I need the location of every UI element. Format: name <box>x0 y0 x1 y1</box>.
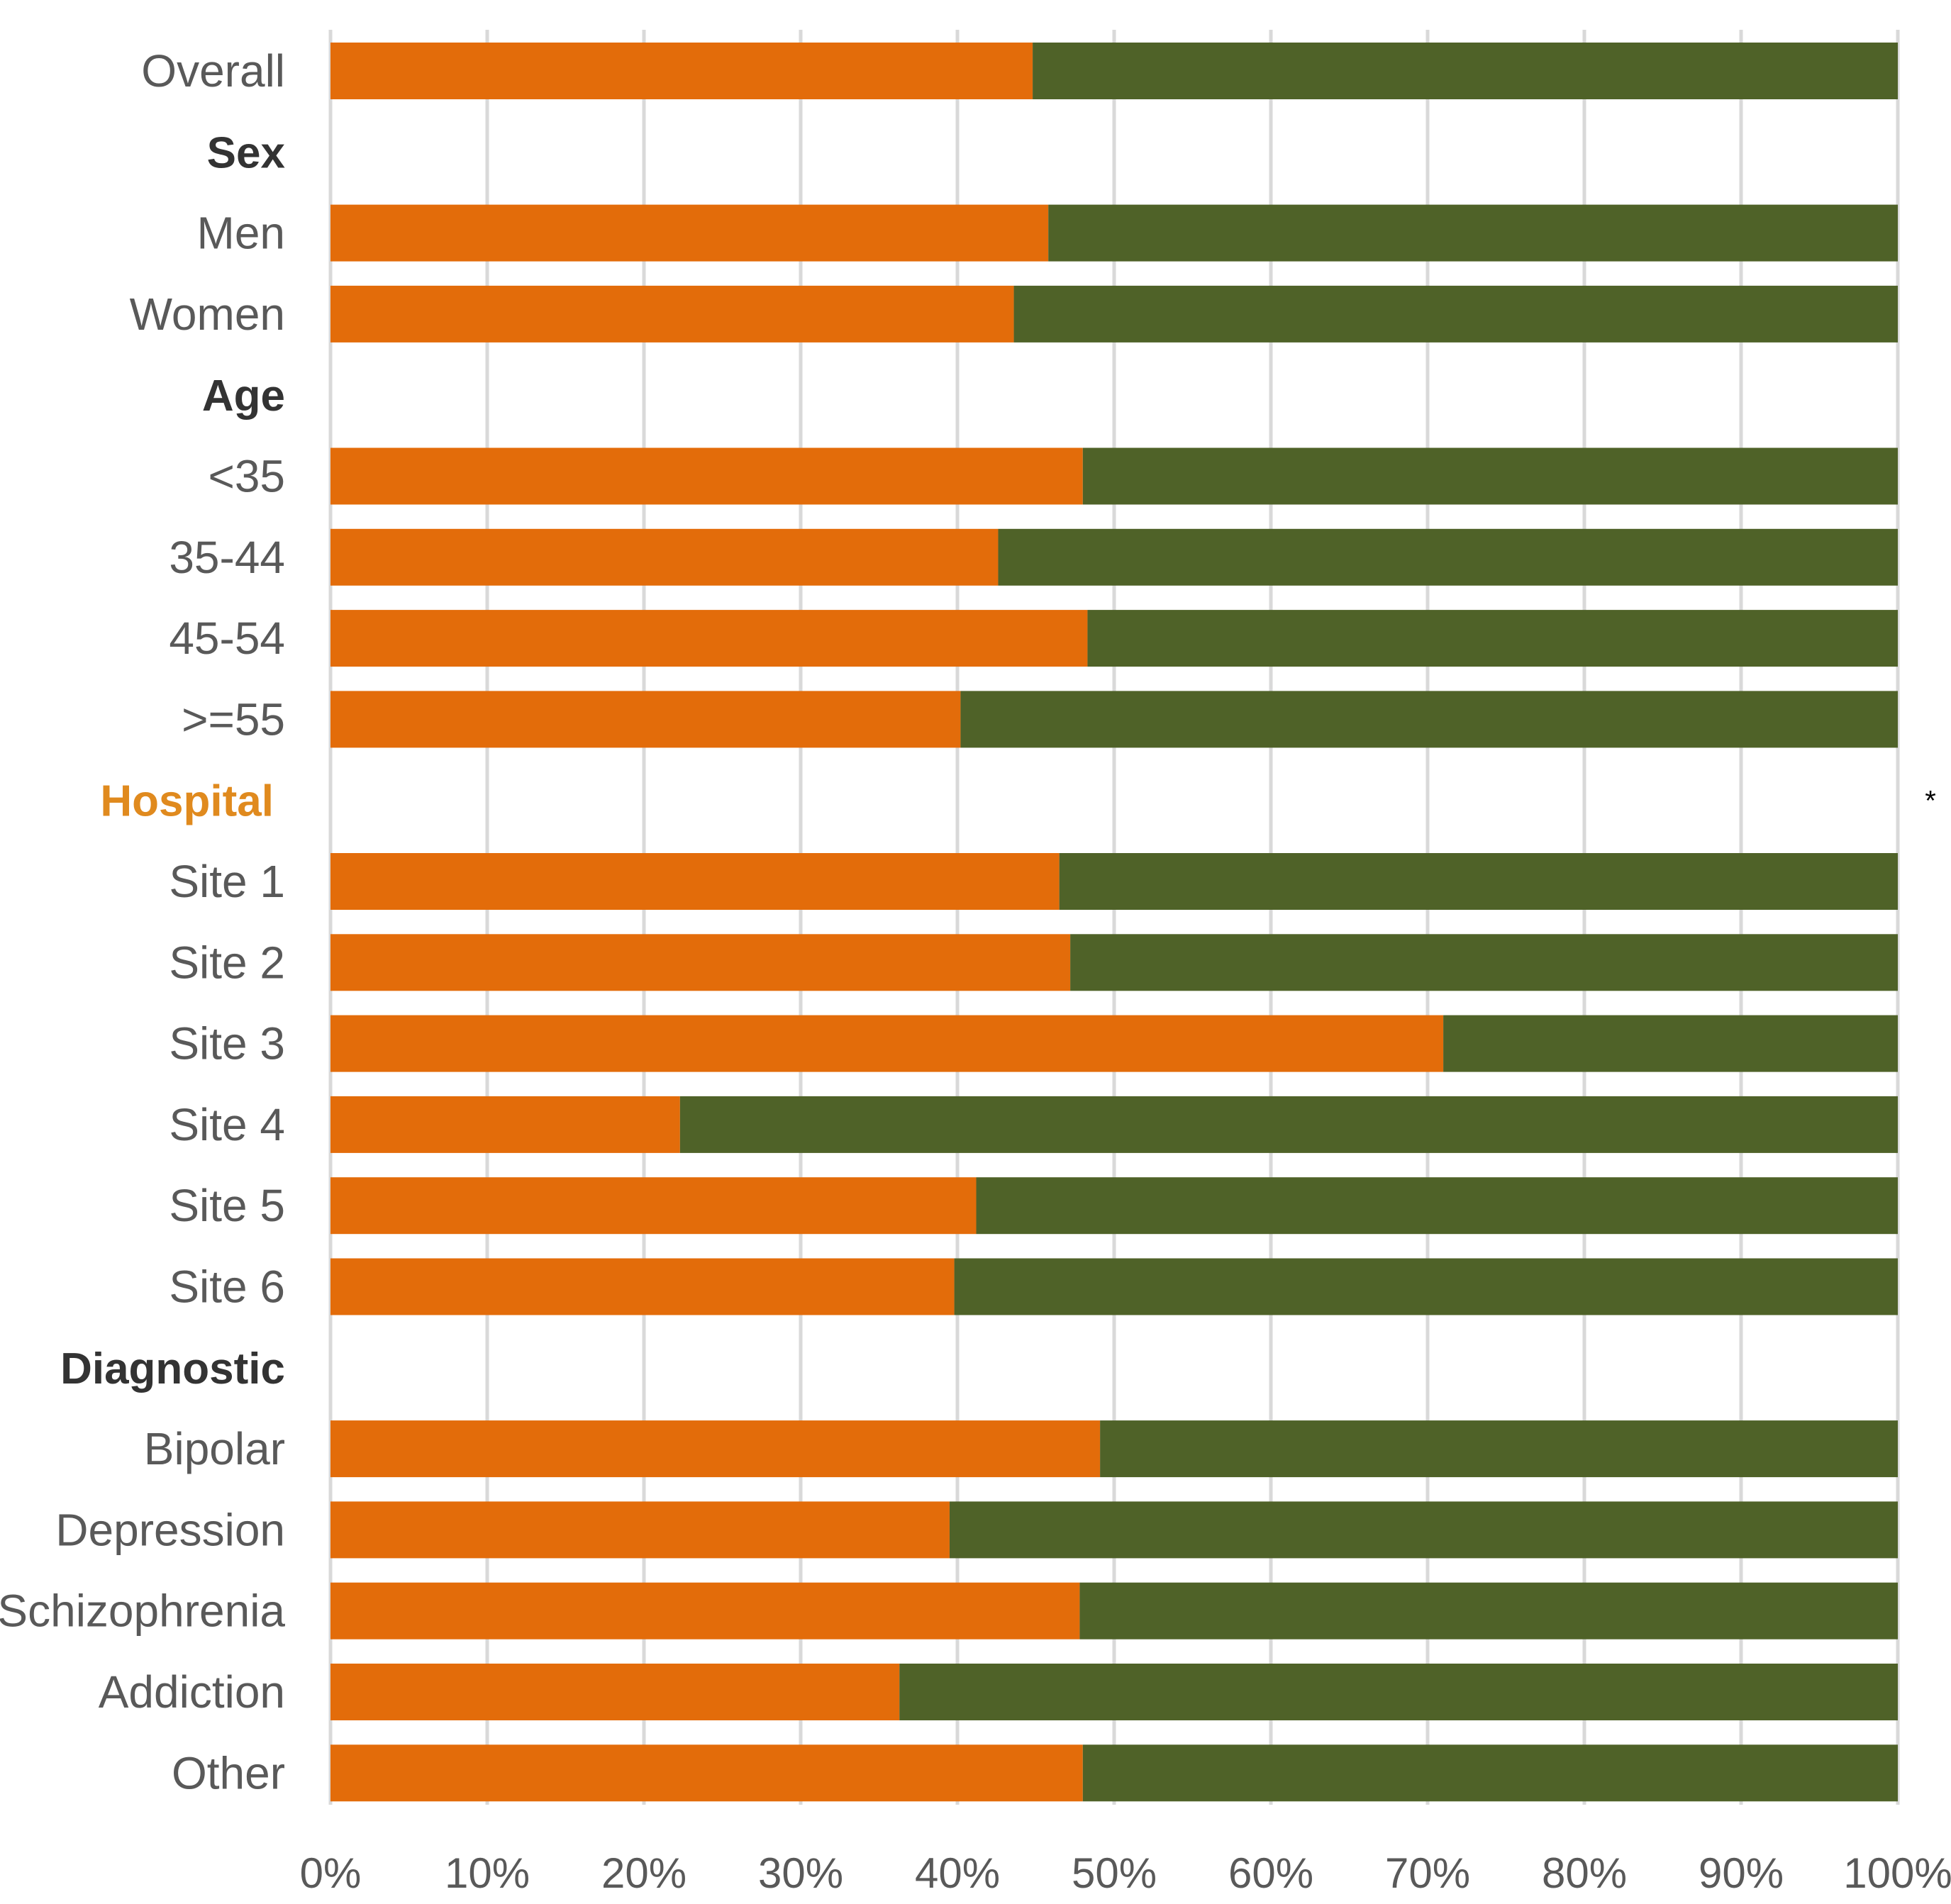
bar-segment-series-2 <box>679 1096 1898 1153</box>
group-heading: Hospital <box>100 777 274 826</box>
x-tick-label: 50% <box>1072 1849 1157 1897</box>
bar-segment-series-1 <box>330 934 1071 991</box>
x-tick-label: 20% <box>601 1849 687 1897</box>
bar-segment-series-1 <box>330 1582 1080 1639</box>
x-tick-label: 70% <box>1385 1849 1470 1897</box>
category-label: Schizophrenia <box>0 1586 285 1637</box>
bar-segment-series-1 <box>330 853 1060 910</box>
bar-segment-series-2 <box>954 1258 1898 1315</box>
bar-segment-series-1 <box>330 43 1033 99</box>
bar-segment-series-2 <box>1082 1744 1898 1802</box>
category-label: >=55 <box>182 694 285 745</box>
bar-segment-series-2 <box>1079 1582 1898 1639</box>
bar-segment-series-2 <box>1013 285 1898 343</box>
bar-segment-series-1 <box>330 204 1049 262</box>
bar-segment-series-2 <box>960 691 1898 748</box>
group-heading: Diagnostic <box>60 1345 285 1393</box>
category-label: Overall <box>141 45 285 96</box>
bar-segment-series-1 <box>330 1744 1083 1802</box>
bar-segment-series-1 <box>330 447 1083 505</box>
category-label: Site 2 <box>169 937 285 988</box>
bar-segment-series-2 <box>1070 934 1898 991</box>
category-label: <35 <box>208 451 285 502</box>
bar-segment-series-2 <box>1033 43 1898 99</box>
bar-segment-series-2 <box>976 1177 1898 1235</box>
x-tick-label: 30% <box>758 1849 843 1897</box>
x-tick-label: 80% <box>1542 1849 1627 1897</box>
x-tick-label: 0% <box>300 1849 362 1897</box>
bar-segment-series-2 <box>949 1501 1898 1559</box>
category-label: Men <box>197 208 286 259</box>
bar-segment-series-2 <box>1082 447 1898 505</box>
bar-segment-series-2 <box>1048 204 1898 262</box>
category-label: Site 5 <box>169 1180 285 1231</box>
category-label: Site 3 <box>169 1018 285 1069</box>
category-label: Bipolar <box>144 1423 285 1474</box>
bar-segment-series-1 <box>330 1258 955 1315</box>
category-label: Site 4 <box>169 1099 285 1150</box>
category-label: 45-54 <box>169 613 285 664</box>
bar-segment-series-1 <box>330 285 1014 343</box>
bar-segment-series-1 <box>330 1664 900 1720</box>
group-heading: Age <box>202 372 285 421</box>
bars <box>330 43 1898 1802</box>
group-heading: Sex <box>207 128 286 177</box>
category-label: Depression <box>55 1504 285 1555</box>
bar-segment-series-1 <box>330 1177 977 1235</box>
x-tick-label: 10% <box>445 1849 530 1897</box>
bar-segment-series-2 <box>1059 853 1898 910</box>
bar-segment-series-1 <box>330 1420 1101 1478</box>
bar-segment-series-1 <box>330 1096 680 1153</box>
bar-segment-series-2 <box>1087 610 1898 667</box>
bar-segment-series-1 <box>330 610 1088 667</box>
bar-segment-series-1 <box>330 1501 950 1559</box>
category-label: Site 6 <box>169 1262 285 1313</box>
x-tick-label: 60% <box>1228 1849 1313 1897</box>
category-label: Women <box>130 289 285 340</box>
x-tick-label: 90% <box>1699 1849 1784 1897</box>
row-labels: Overall Sex Men Women Age <35 35-44 45-54 >=55 Ho… <box>0 45 1936 1798</box>
bar-segment-series-1 <box>330 1015 1444 1072</box>
x-tick-label: 40% <box>915 1849 1000 1897</box>
bar-segment-series-2 <box>1443 1015 1898 1072</box>
x-axis-ticks: 0% 10% 20% 30% 40% 50% 60% 70% 80% 90% 100% <box>300 1849 1951 1897</box>
category-label: 35-44 <box>169 532 285 583</box>
bar-segment-series-2 <box>1100 1420 1898 1478</box>
x-tick-label: 100% <box>1843 1849 1951 1897</box>
category-label: Other <box>172 1747 285 1798</box>
category-label: Addiction <box>99 1666 285 1718</box>
category-label: Site 1 <box>169 856 285 907</box>
bar-segment-series-2 <box>998 528 1898 586</box>
significance-marker: * <box>1925 786 1936 817</box>
bar-segment-series-1 <box>330 528 999 586</box>
bar-segment-series-1 <box>330 691 961 748</box>
bar-segment-series-2 <box>899 1664 1898 1720</box>
